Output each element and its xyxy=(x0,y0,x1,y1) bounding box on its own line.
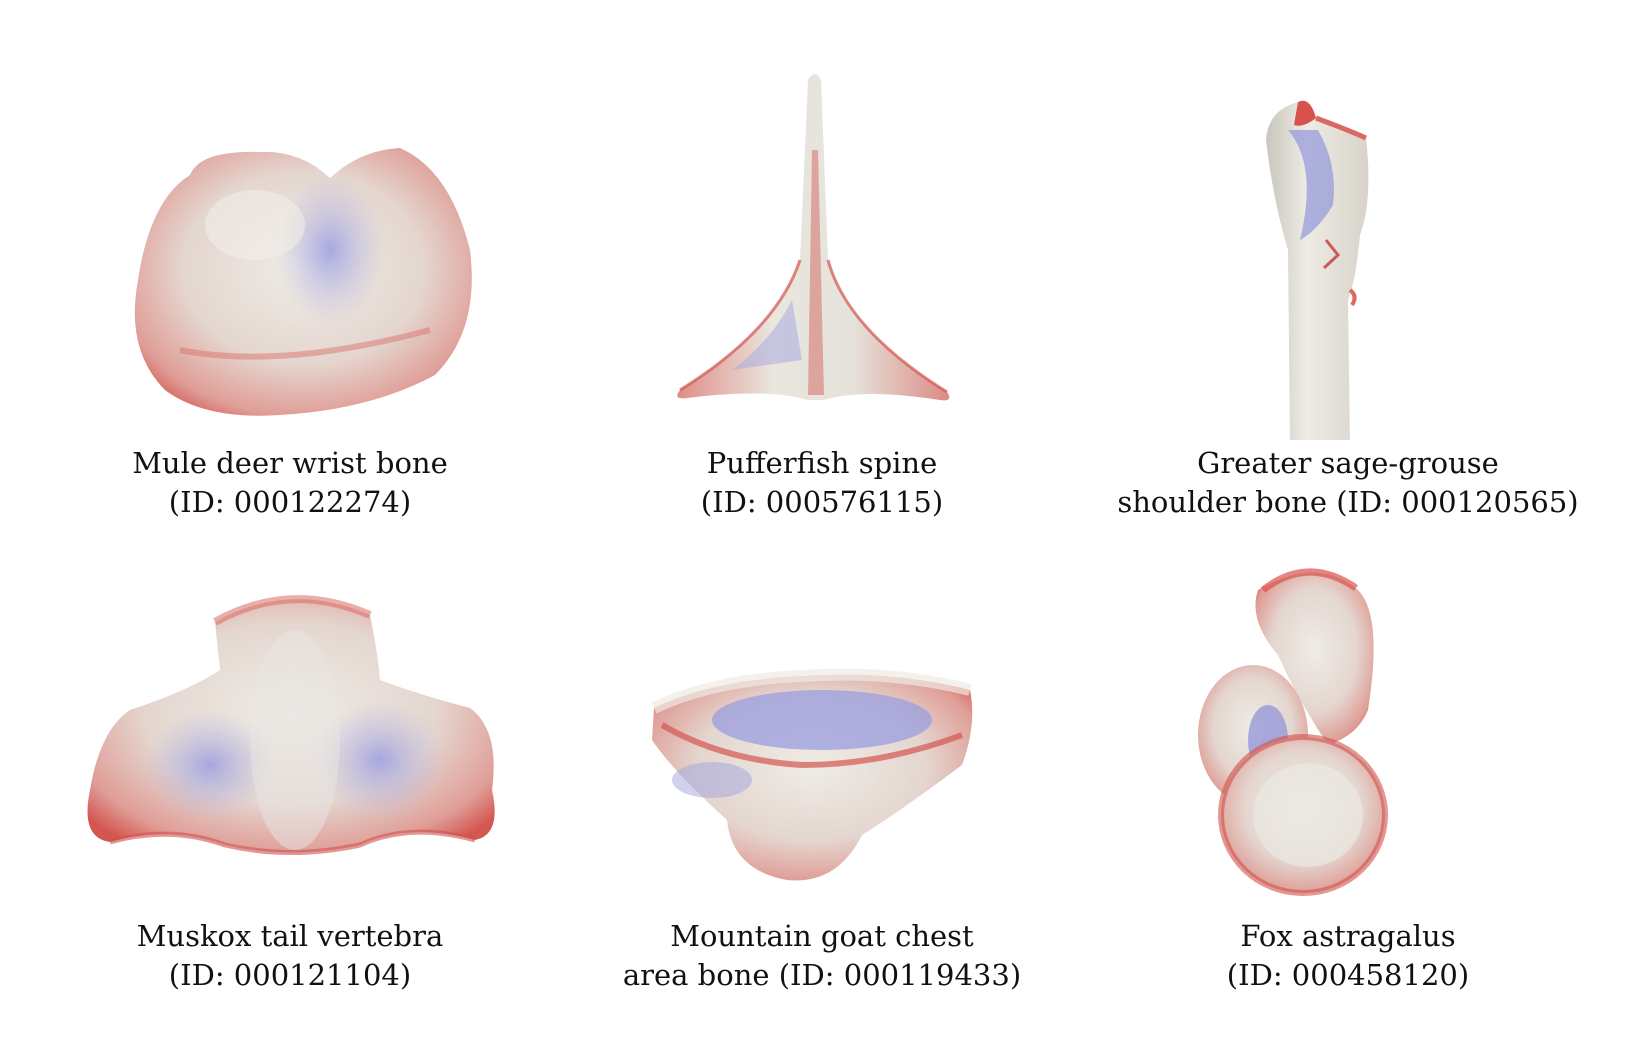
caption-line-2: (ID: 000121104) xyxy=(168,958,412,992)
caption-line-2: (ID: 000576115) xyxy=(700,485,944,519)
caption-line-1: Pufferfish spine xyxy=(706,446,938,480)
caption-line-1: Mountain goat chest xyxy=(670,919,974,953)
fox-astragalus-caption: Fox astragalus (ID: 000458120) xyxy=(1088,917,1608,995)
pufferfish-spine-caption: Pufferfish spine (ID: 000576115) xyxy=(562,444,1082,522)
mountain-goat-chest-area-bone-render xyxy=(562,560,1082,930)
caption-line-2: (ID: 000458120) xyxy=(1226,958,1470,992)
caption-line-1: Fox astragalus xyxy=(1240,919,1456,953)
greater-sage-grouse-shoulder-bone-render xyxy=(1088,0,1608,440)
caption-line-2: shoulder bone (ID: 000120565) xyxy=(1117,485,1579,519)
mule-deer-wrist-bone-render xyxy=(30,0,550,440)
greater-sage-grouse-shoulder-bone-caption: Greater sage-grouse shoulder bone (ID: 0… xyxy=(1088,444,1608,522)
caption-line-2: (ID: 000122274) xyxy=(168,485,412,519)
mountain-goat-chest-area-bone-caption: Mountain goat chest area bone (ID: 00011… xyxy=(562,917,1082,995)
mule-deer-wrist-bone-caption: Mule deer wrist bone (ID: 000122274) xyxy=(30,444,550,522)
fox-astragalus-render xyxy=(1088,560,1608,930)
pufferfish-spine-render xyxy=(562,0,1082,440)
muskox-tail-vertebra-caption: Muskox tail vertebra (ID: 000121104) xyxy=(30,917,550,995)
caption-line-1: Greater sage-grouse xyxy=(1197,446,1499,480)
muskox-tail-vertebra-render xyxy=(30,560,550,930)
caption-line-2: area bone (ID: 000119433) xyxy=(622,958,1022,992)
caption-line-1: Mule deer wrist bone xyxy=(132,446,448,480)
caption-line-1: Muskox tail vertebra xyxy=(136,919,444,953)
